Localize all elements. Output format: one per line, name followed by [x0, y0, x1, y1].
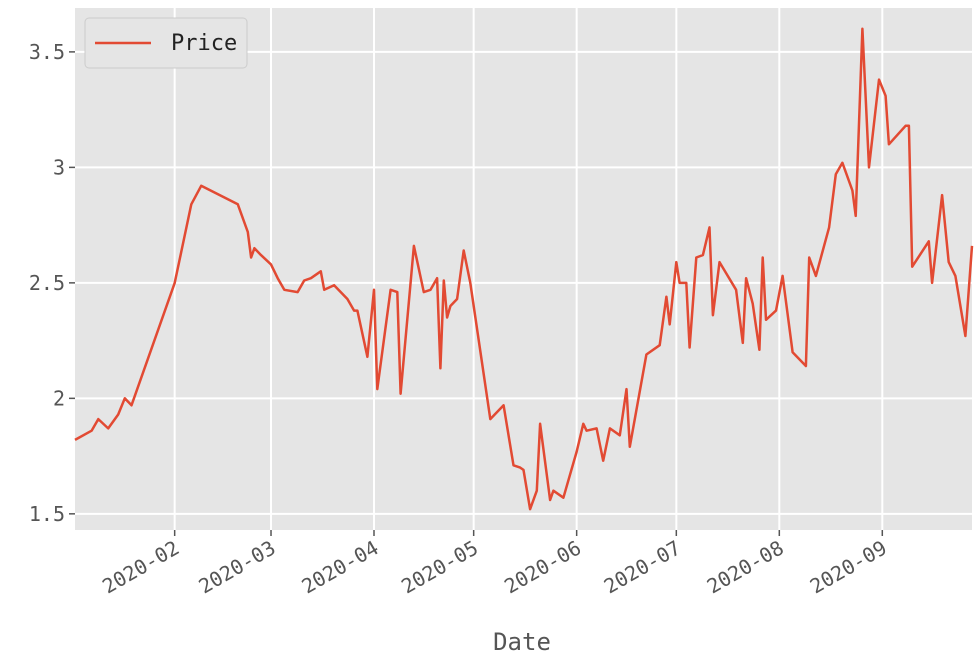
y-tick-label: 1.5 [29, 502, 65, 526]
y-tick-label: 2 [53, 386, 65, 410]
x-tick-label: 2020-09 [806, 536, 891, 599]
x-tick-label: 2020-03 [195, 536, 280, 599]
x-tick-label: 2020-07 [600, 536, 685, 599]
x-tick-label: 2020-02 [98, 536, 183, 599]
x-tick-label: 2020-04 [297, 536, 382, 599]
plot-area [75, 8, 972, 530]
price-line [74, 27, 974, 511]
legend-label: Price [171, 31, 237, 56]
y-tick-label: 2.5 [29, 271, 65, 295]
x-axis-label: Date [493, 628, 551, 656]
y-tick-label: 3 [53, 155, 65, 179]
x-tick-label: 2020-05 [397, 536, 482, 599]
x-tick-label: 2020-08 [703, 536, 788, 599]
x-tick-label: 2020-06 [500, 536, 585, 599]
y-tick-label: 3.5 [29, 40, 65, 64]
legend-box [84, 17, 248, 69]
